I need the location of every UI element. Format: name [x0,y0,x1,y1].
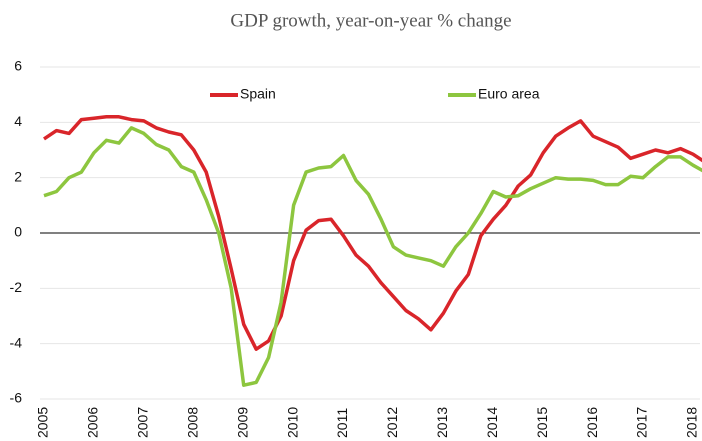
y-tick-label: 6 [14,58,22,74]
x-tick-label: 2014 [484,407,500,438]
y-tick-label: 0 [14,224,22,240]
y-tick-label: -4 [10,334,23,350]
x-tick-label: 2013 [434,407,450,438]
y-tick-label: 4 [14,113,22,129]
series-line [43,115,702,351]
x-tick-label: 2006 [85,407,101,438]
x-tick-label: 2009 [234,407,250,438]
legend-label: Spain [240,86,276,102]
y-tick-label: 2 [14,168,22,184]
x-tick-label: 2005 [35,407,51,438]
x-tick-label: 2008 [184,407,200,438]
chart-title: GDP growth, year-on-year % change [230,10,511,31]
series-line [43,126,702,387]
x-tick-label: 2017 [634,407,650,438]
x-tick-label: 2015 [534,407,550,438]
x-tick-label: 2010 [284,407,300,438]
x-tick-label: 2016 [584,407,600,438]
x-tick-label: 2007 [135,407,151,438]
x-tick-label: 2018 [684,407,700,438]
y-tick-label: -6 [10,390,23,406]
x-tick-label: 2012 [384,407,400,438]
legend-label: Euro area [478,86,540,102]
y-tick-label: -2 [10,279,23,295]
x-tick-label: 2011 [334,408,350,438]
